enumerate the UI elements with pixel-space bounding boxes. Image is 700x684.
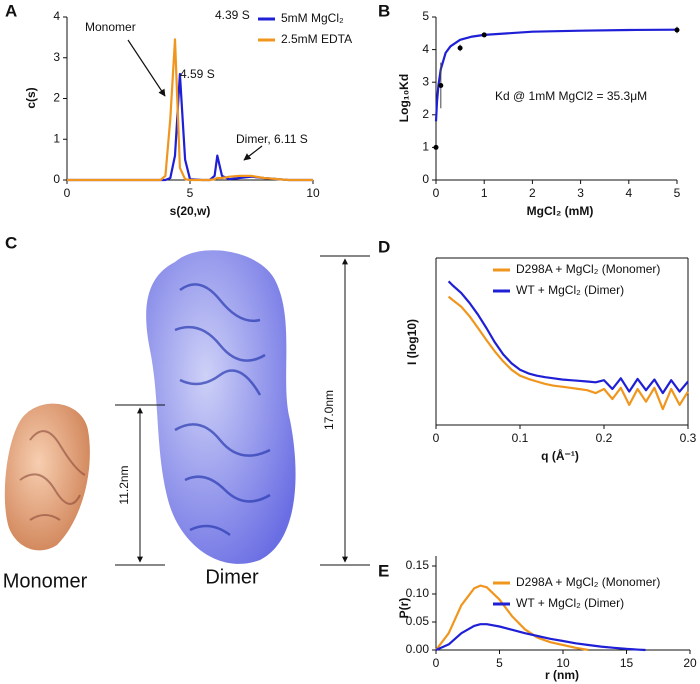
- illustration: C 11.2nm 17.0nm Monomer Dimer: [3, 233, 370, 592]
- panel-letter: A: [5, 1, 17, 20]
- x-tick-label: 0.2: [596, 431, 613, 445]
- x-tick-label: 10: [556, 656, 570, 670]
- x-tick-label: 0: [433, 431, 440, 445]
- x-tick-label: 0: [433, 186, 440, 200]
- y-tick-label: 0.10: [406, 586, 430, 600]
- y-tick-label: 1: [422, 140, 429, 154]
- series-line: [447, 280, 689, 395]
- x-tick-label: 20: [683, 656, 697, 670]
- x-tick-label: 0: [64, 186, 71, 200]
- y-tick-label: 4: [53, 9, 60, 23]
- x-tick-label: 0.1: [512, 431, 529, 445]
- dimer-envelope: [146, 250, 296, 564]
- annotation: 4.39 S: [215, 8, 250, 22]
- panel-letter: C: [5, 233, 17, 252]
- annotation: Monomer: [85, 20, 136, 34]
- legend-label: 5mM MgCl₂: [281, 11, 344, 25]
- x-axis-label: s(20,w): [170, 204, 211, 218]
- protein-ribbon: [174, 283, 271, 537]
- structure-label: Monomer: [3, 570, 88, 592]
- x-tick-label: 4: [625, 186, 632, 200]
- series-line: [67, 72, 313, 182]
- x-axis-label: q (Å⁻¹): [541, 448, 579, 463]
- y-tick-label: 5: [422, 9, 429, 23]
- legend-label: D298A + MgCl₂ (Monomer): [516, 575, 660, 589]
- y-tick-label: 0: [53, 172, 60, 186]
- series-line: [67, 38, 313, 182]
- x-tick-label: 10: [306, 186, 320, 200]
- legend-label: D298A + MgCl₂ (Monomer): [516, 262, 660, 276]
- series-line: [435, 623, 646, 652]
- data-point: [674, 27, 680, 33]
- structure-label: Dimer: [205, 566, 259, 588]
- panel-letter: B: [378, 1, 390, 20]
- x-tick-label: 1: [481, 186, 488, 200]
- y-tick-label: 3: [53, 50, 60, 64]
- legend-label: 2.5mM EDTA: [281, 32, 352, 46]
- y-tick-label: 0.15: [406, 558, 430, 572]
- y-axis-label: I (log10): [405, 319, 419, 365]
- x-tick-label: 2: [529, 186, 536, 200]
- data-point: [481, 32, 487, 38]
- y-tick-label: 0: [422, 172, 429, 186]
- y-axis-label: P(r): [397, 598, 411, 619]
- y-tick-label: 0.05: [406, 614, 430, 628]
- y-tick-label: 0.00: [406, 642, 430, 656]
- protein-ribbon: [19, 430, 86, 521]
- x-tick-label: 0: [433, 656, 440, 670]
- dimension-label: 11.2nm: [117, 465, 131, 504]
- legend-label: WT + MgCl₂ (Dimer): [516, 283, 624, 297]
- y-tick-label: 2: [422, 107, 429, 121]
- annotation: 4.59 S: [180, 67, 215, 81]
- x-axis-label: r (nm): [545, 668, 579, 682]
- panel-letter: D: [378, 237, 390, 256]
- monomer-envelope: [4, 403, 90, 551]
- annotation: Kd @ 1mM MgCl2 = 35.3μM: [495, 89, 647, 103]
- x-tick-label: 3: [577, 186, 584, 200]
- y-tick-label: 2: [53, 91, 60, 105]
- x-tick-label: 15: [620, 656, 634, 670]
- arrow: [243, 145, 263, 161]
- y-tick-label: 3: [422, 74, 429, 88]
- x-tick-label: 5: [496, 656, 503, 670]
- arrow: [127, 39, 166, 97]
- panel-letter: E: [378, 561, 389, 580]
- y-axis-label: c(s): [24, 87, 38, 108]
- data-point: [433, 144, 439, 150]
- annotation: Dimer, 6.11 S: [236, 132, 308, 146]
- series-line: [435, 584, 589, 652]
- dimension-label: 17.0nm: [322, 390, 336, 430]
- y-tick-label: 1: [53, 131, 60, 145]
- x-axis-label: MgCl₂ (mM): [527, 204, 594, 218]
- series-line: [434, 28, 678, 122]
- y-axis-label: Log₁₀Kd: [397, 74, 411, 122]
- x-tick-label: 0.3: [680, 431, 697, 445]
- series-line: [447, 295, 689, 411]
- legend-label: WT + MgCl₂ (Dimer): [516, 596, 624, 610]
- y-tick-label: 4: [422, 42, 429, 56]
- data-point: [457, 45, 463, 51]
- x-tick-label: 5: [674, 186, 681, 200]
- x-tick-label: 5: [187, 186, 194, 200]
- data-point: [438, 82, 444, 88]
